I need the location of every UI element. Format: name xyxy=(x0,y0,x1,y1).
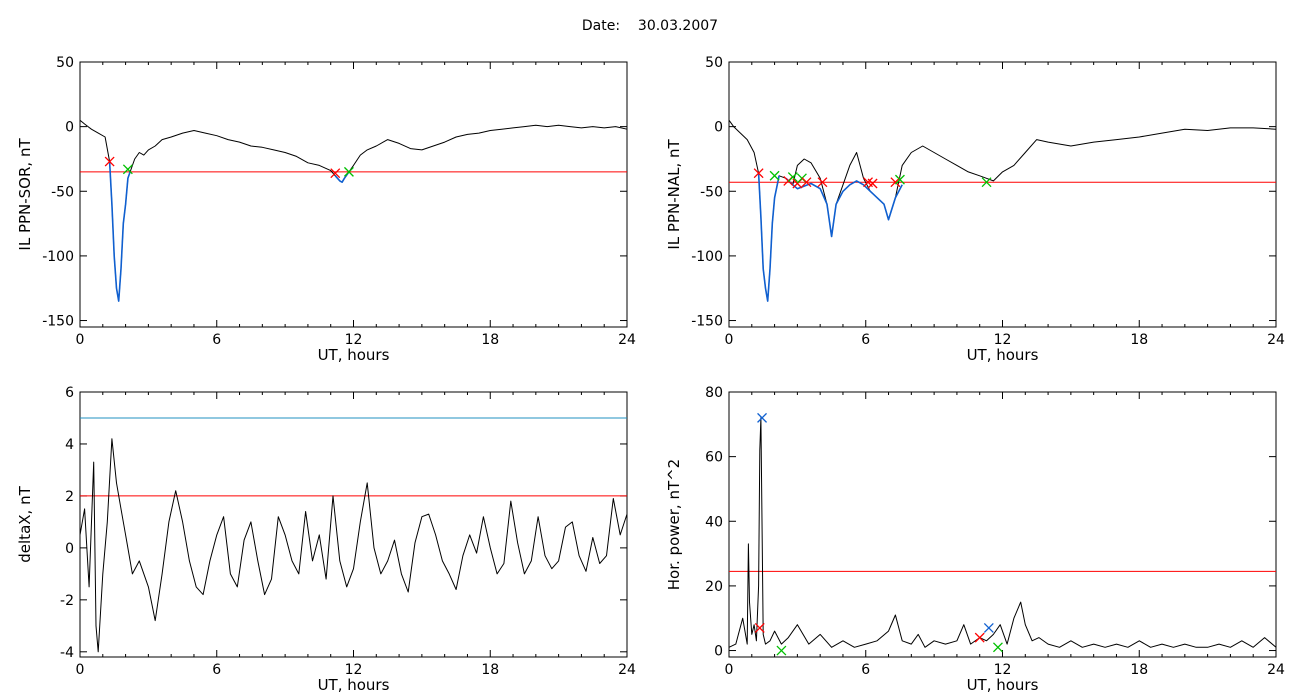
marker-green xyxy=(343,166,354,177)
marker-red xyxy=(890,177,901,188)
y-axis-label: IL PPN-NAL, nT xyxy=(665,139,683,250)
data-series xyxy=(728,417,1277,648)
x-tick-label: 0 xyxy=(76,662,85,678)
x-axis-label: UT, hours xyxy=(967,346,1039,364)
x-tick-label: 18 xyxy=(481,662,499,678)
plot-frame xyxy=(728,61,1277,328)
x-axis-label: UT, hours xyxy=(318,346,390,364)
x-tick-label: 6 xyxy=(861,332,870,348)
marker-red xyxy=(104,156,115,167)
marker-green xyxy=(981,177,992,188)
chart-panel-ppn-nal: 0 6 12 18 24 50 0 -50 -100 -150 UT, hours IL PPN-NA… xyxy=(665,55,1285,364)
x-axis-label: UT, hours xyxy=(967,676,1039,694)
x-tick-label: 24 xyxy=(618,662,636,678)
marker-red xyxy=(754,622,765,633)
y-axis-label: Hor. power, nT^2 xyxy=(665,459,683,590)
marker-red xyxy=(801,177,812,188)
y-tick-label: 20 xyxy=(705,579,723,595)
chart-panel-hor-power: 0 6 12 18 24 80 60 40 20 0 UT, hours Hor. power, nT… xyxy=(665,385,1285,694)
y-tick-label: 0 xyxy=(714,120,723,136)
x-tick-label: 18 xyxy=(1130,332,1148,348)
y-tick-label: 0 xyxy=(65,120,74,136)
y-tick-label: 50 xyxy=(56,55,74,71)
y-tick-label: 0 xyxy=(65,541,74,557)
x-tick-label: 6 xyxy=(212,332,221,348)
y-tick-label: 50 xyxy=(705,55,723,71)
marker-blue xyxy=(757,412,768,423)
x-tick-label: 24 xyxy=(1267,662,1285,678)
x-tick-label: 12 xyxy=(345,662,363,678)
marker-green xyxy=(769,170,780,181)
y-tick-label: 2 xyxy=(65,489,74,505)
x-tick-label: 12 xyxy=(994,662,1012,678)
y-tick-label: -100 xyxy=(691,249,723,265)
x-tick-label: 6 xyxy=(212,662,221,678)
y-tick-label: -150 xyxy=(691,314,723,330)
marker-green xyxy=(894,174,905,185)
x-tick-label: 0 xyxy=(725,332,734,348)
chart-panel-deltax: 0 6 12 18 24 6 4 2 0 -2 -4 UT, hours deltaX, nT xyxy=(16,385,636,694)
y-axis-label: IL PPN-SOR, nT xyxy=(16,138,34,251)
chart-panel-ppn-sor: 0 6 12 18 24 50 0 -50 -100 -150 UT, hours IL PPN-SO… xyxy=(16,55,636,364)
page-title: Date: 30.03.2007 xyxy=(0,18,1300,34)
y-tick-label: -4 xyxy=(60,645,74,661)
y-tick-label: 4 xyxy=(65,437,74,453)
plot-frame xyxy=(79,391,628,658)
highlight-series xyxy=(785,177,903,238)
x-tick-label: 18 xyxy=(481,332,499,348)
highlight-series xyxy=(334,171,350,183)
x-tick-label: 12 xyxy=(345,332,363,348)
marker-green xyxy=(122,164,133,175)
marker-green xyxy=(992,642,1003,653)
plot-frame xyxy=(79,61,628,328)
date-label: Date: xyxy=(581,18,621,34)
x-tick-label: 0 xyxy=(76,332,85,348)
marker-red xyxy=(817,177,828,188)
marker-red xyxy=(753,168,764,179)
x-tick-label: 0 xyxy=(725,662,734,678)
highlight-series xyxy=(757,173,780,302)
marker-red xyxy=(974,632,985,643)
marker-red xyxy=(330,168,341,179)
y-tick-label: 60 xyxy=(705,450,723,466)
x-tick-label: 18 xyxy=(1130,662,1148,678)
data-series xyxy=(79,438,628,653)
y-tick-label: -50 xyxy=(700,184,723,200)
data-series xyxy=(728,119,1277,302)
y-tick-label: -2 xyxy=(60,593,74,609)
y-tick-label: -50 xyxy=(51,184,74,200)
y-tick-label: 6 xyxy=(65,385,74,401)
y-tick-label: 40 xyxy=(705,514,723,530)
x-axis-label: UT, hours xyxy=(318,676,390,694)
marker-blue xyxy=(983,622,994,633)
x-tick-label: 24 xyxy=(618,332,636,348)
y-tick-label: -150 xyxy=(42,314,74,330)
marker-green xyxy=(776,645,787,656)
marker-red xyxy=(867,178,878,189)
y-tick-label: 0 xyxy=(714,644,723,660)
y-tick-label: -100 xyxy=(42,249,74,265)
x-tick-label: 6 xyxy=(861,662,870,678)
plot-frame xyxy=(728,391,1277,658)
marker-green xyxy=(787,172,798,183)
data-series xyxy=(79,119,628,302)
y-axis-label: deltaX, nT xyxy=(16,485,34,562)
date-value: 30.03.2007 xyxy=(637,18,719,34)
highlight-series xyxy=(108,161,131,302)
x-tick-label: 12 xyxy=(994,332,1012,348)
x-tick-label: 24 xyxy=(1267,332,1285,348)
y-tick-label: 80 xyxy=(705,385,723,401)
